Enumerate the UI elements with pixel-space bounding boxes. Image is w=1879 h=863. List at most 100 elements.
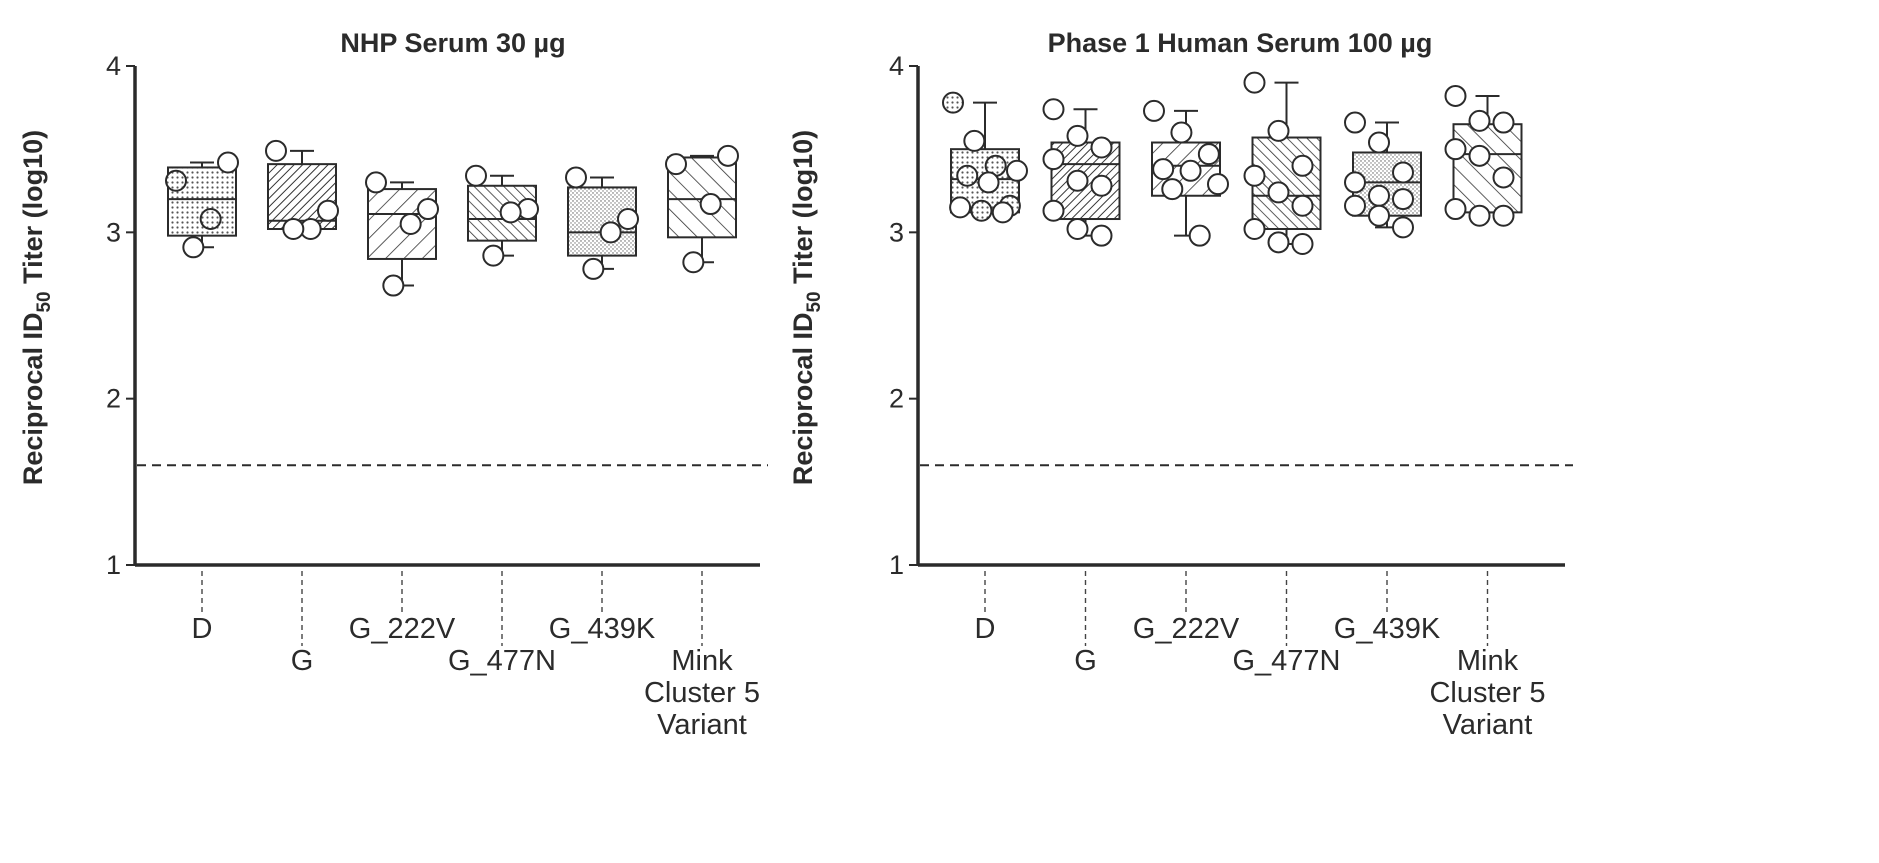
data-point: [1468, 144, 1491, 167]
data-point: [582, 257, 605, 280]
x-category-label: D: [192, 613, 213, 645]
box-g-439k: [1344, 111, 1422, 239]
data-point: [1161, 178, 1184, 201]
data-point: [182, 236, 205, 259]
chart-panel-2: Phase 1 Human Serum 100 µg Reciprocal ID5…: [788, 28, 1573, 741]
y-tick-label: 3: [889, 217, 904, 247]
data-point: [399, 213, 422, 236]
data-point: [956, 164, 979, 187]
y-tick-label: 4: [889, 51, 904, 81]
chart-title: NHP Serum 30 µg: [340, 28, 565, 58]
y-axis-label: Reciprocal ID50 Titer (log10): [18, 130, 55, 485]
data-point: [963, 129, 986, 152]
data-point: [1143, 99, 1165, 122]
y-tick-label: 1: [889, 550, 904, 580]
y-tick-label: 4: [106, 51, 121, 81]
data-point: [282, 218, 305, 241]
data-point: [942, 91, 964, 114]
box-mink-cluster-5-variant: [665, 144, 739, 274]
data-point: [365, 171, 387, 194]
data-point: [1368, 184, 1390, 207]
x-category-label: G_439K: [1334, 613, 1441, 645]
data-point: [1243, 164, 1266, 187]
data-point: [565, 166, 587, 189]
data-point: [1090, 174, 1113, 197]
box-g-477n: [465, 164, 539, 267]
chart-title: Phase 1 Human Serum 100 µg: [1048, 28, 1433, 58]
data-point: [1344, 194, 1366, 217]
data-point: [1368, 204, 1390, 227]
x-category-label: G_477N: [1232, 645, 1340, 677]
data-point: [499, 201, 522, 224]
data-point: [1090, 224, 1113, 247]
data-point: [1090, 136, 1113, 159]
y-tick-label: 1: [106, 550, 121, 580]
data-point: [382, 274, 405, 297]
data-point: [1392, 188, 1414, 211]
data-point: [1170, 121, 1193, 144]
data-point: [1179, 159, 1202, 182]
data-point: [1392, 161, 1414, 184]
data-point: [1492, 204, 1515, 227]
data-point: [949, 196, 972, 219]
data-point: [1042, 199, 1065, 222]
data-point: [1444, 84, 1467, 107]
x-category-label: G_477N: [448, 645, 556, 677]
box-g-222v: [365, 171, 439, 297]
box-iqr: [1251, 136, 1322, 231]
data-point: [1392, 216, 1414, 239]
x-category-label: G: [1074, 645, 1097, 677]
data-point: [1267, 231, 1290, 254]
x-category-label: G_439K: [549, 613, 656, 645]
data-point: [1468, 109, 1491, 132]
data-point: [1006, 159, 1028, 182]
box-g: [1042, 98, 1121, 247]
x-category-label: D: [975, 613, 996, 645]
box-g: [265, 139, 339, 241]
x-category-label: G: [291, 645, 314, 677]
x-category-label: G_222V: [1133, 613, 1240, 645]
data-point: [482, 244, 505, 267]
y-tick-label: 2: [106, 384, 121, 414]
box-d: [165, 151, 239, 259]
data-point: [1344, 171, 1366, 194]
data-point: [1492, 166, 1515, 189]
data-point: [317, 199, 339, 222]
data-point: [1291, 194, 1314, 217]
x-category-label: Mink Cluster 5 Variant: [1429, 645, 1545, 741]
x-category-label: Mink Cluster 5 Variant: [644, 645, 760, 741]
data-point: [217, 151, 239, 174]
data-point: [1042, 148, 1065, 171]
data-point: [417, 198, 439, 221]
data-point: [682, 251, 705, 274]
box-mink-cluster-5-variant: [1444, 84, 1523, 227]
data-point: [1267, 119, 1290, 142]
data-point: [991, 201, 1014, 224]
data-point: [1243, 71, 1266, 94]
x-category-label: G_222V: [349, 613, 456, 645]
data-point: [1066, 124, 1089, 147]
data-point: [1492, 111, 1515, 134]
data-point: [1444, 198, 1467, 221]
data-point: [199, 208, 222, 231]
data-point: [165, 169, 187, 192]
data-point: [717, 144, 739, 167]
y-axis-label: Reciprocal ID50 Titer (log10): [788, 130, 825, 485]
box-iqr: [1452, 123, 1523, 214]
data-point: [599, 221, 622, 244]
data-point: [1042, 98, 1065, 121]
data-point: [1267, 181, 1290, 204]
data-point: [1468, 204, 1491, 227]
box-d: [942, 91, 1028, 224]
box-iqr: [267, 163, 337, 231]
data-point: [970, 199, 993, 222]
box-g-477n: [1243, 71, 1322, 255]
box-g-222v: [1143, 99, 1229, 247]
data-point: [1066, 218, 1089, 241]
data-point: [1444, 138, 1467, 161]
chart-panel-1: NHP Serum 30 µg Reciprocal ID50 Titer (lo…: [18, 28, 768, 741]
data-point: [1207, 173, 1229, 196]
data-point: [1197, 143, 1220, 166]
y-tick-label: 3: [106, 217, 121, 247]
